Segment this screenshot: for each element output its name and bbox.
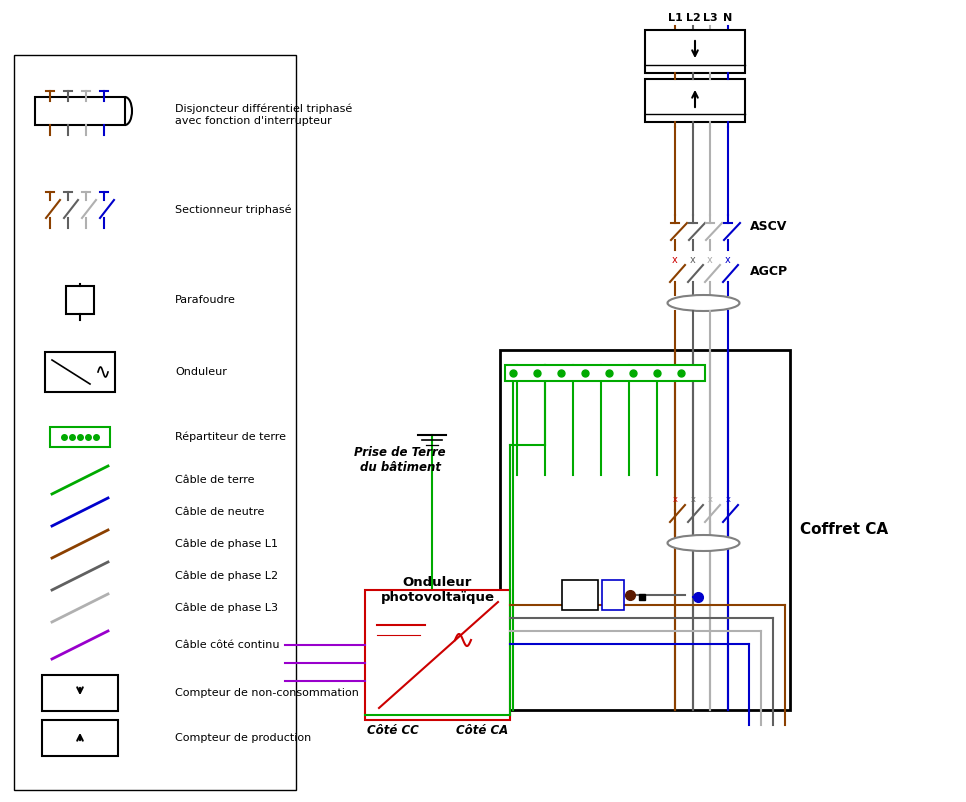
Text: AGCP: AGCP bbox=[750, 265, 788, 278]
Text: x: x bbox=[707, 496, 713, 504]
Text: Disjoncteur différentiel triphasé
avec fonction d'interrupteur: Disjoncteur différentiel triphasé avec f… bbox=[175, 104, 353, 126]
Text: Câble côté continu: Câble côté continu bbox=[175, 640, 279, 650]
Bar bbox=[645, 30, 745, 73]
Text: L1: L1 bbox=[668, 13, 682, 23]
Text: Compteur de production: Compteur de production bbox=[175, 733, 311, 743]
Text: L2: L2 bbox=[686, 13, 700, 23]
Bar bbox=[42, 675, 118, 711]
Text: ASCV: ASCV bbox=[750, 220, 787, 233]
Bar bbox=[45, 352, 115, 392]
Text: Prise de Terre
du bâtiment: Prise de Terre du bâtiment bbox=[355, 446, 446, 474]
Bar bbox=[505, 365, 705, 381]
Text: Parafoudre: Parafoudre bbox=[175, 295, 236, 305]
Bar bbox=[602, 580, 624, 610]
Text: x: x bbox=[691, 496, 696, 504]
Text: Onduleur: Onduleur bbox=[175, 367, 227, 377]
Bar bbox=[42, 720, 118, 756]
Text: Côté CC: Côté CC bbox=[367, 724, 418, 737]
Bar bbox=[50, 427, 110, 447]
Bar bbox=[66, 286, 94, 314]
Text: Onduleur
photovoltaïque: Onduleur photovoltaïque bbox=[381, 576, 495, 604]
Text: x: x bbox=[707, 255, 713, 265]
Text: L3: L3 bbox=[702, 13, 718, 23]
Bar bbox=[14, 55, 296, 790]
Text: Câble de phase L2: Câble de phase L2 bbox=[175, 571, 278, 581]
Ellipse shape bbox=[668, 295, 740, 311]
Bar bbox=[645, 79, 745, 122]
Bar bbox=[562, 580, 598, 610]
Text: Câble de terre: Câble de terre bbox=[175, 475, 254, 485]
Bar bbox=[500, 350, 790, 710]
Text: Répartiteur de terre: Répartiteur de terre bbox=[175, 431, 286, 442]
Bar bbox=[365, 590, 510, 720]
Text: Câble de phase L1: Câble de phase L1 bbox=[175, 539, 278, 549]
Text: Sectionneur triphasé: Sectionneur triphasé bbox=[175, 205, 292, 215]
Text: N: N bbox=[724, 13, 732, 23]
Bar bbox=[35, 97, 125, 125]
Ellipse shape bbox=[668, 535, 740, 551]
Text: x: x bbox=[690, 255, 696, 265]
Text: x: x bbox=[725, 496, 730, 504]
Text: Coffret CA: Coffret CA bbox=[800, 522, 888, 537]
Text: Câble de neutre: Câble de neutre bbox=[175, 507, 265, 517]
Text: x: x bbox=[672, 255, 678, 265]
Text: Côté CA: Côté CA bbox=[456, 724, 508, 737]
Text: Câble de phase L3: Câble de phase L3 bbox=[175, 603, 278, 614]
Text: Compteur de non-consommation: Compteur de non-consommation bbox=[175, 688, 359, 698]
Text: x: x bbox=[725, 255, 731, 265]
Text: x: x bbox=[672, 496, 677, 504]
